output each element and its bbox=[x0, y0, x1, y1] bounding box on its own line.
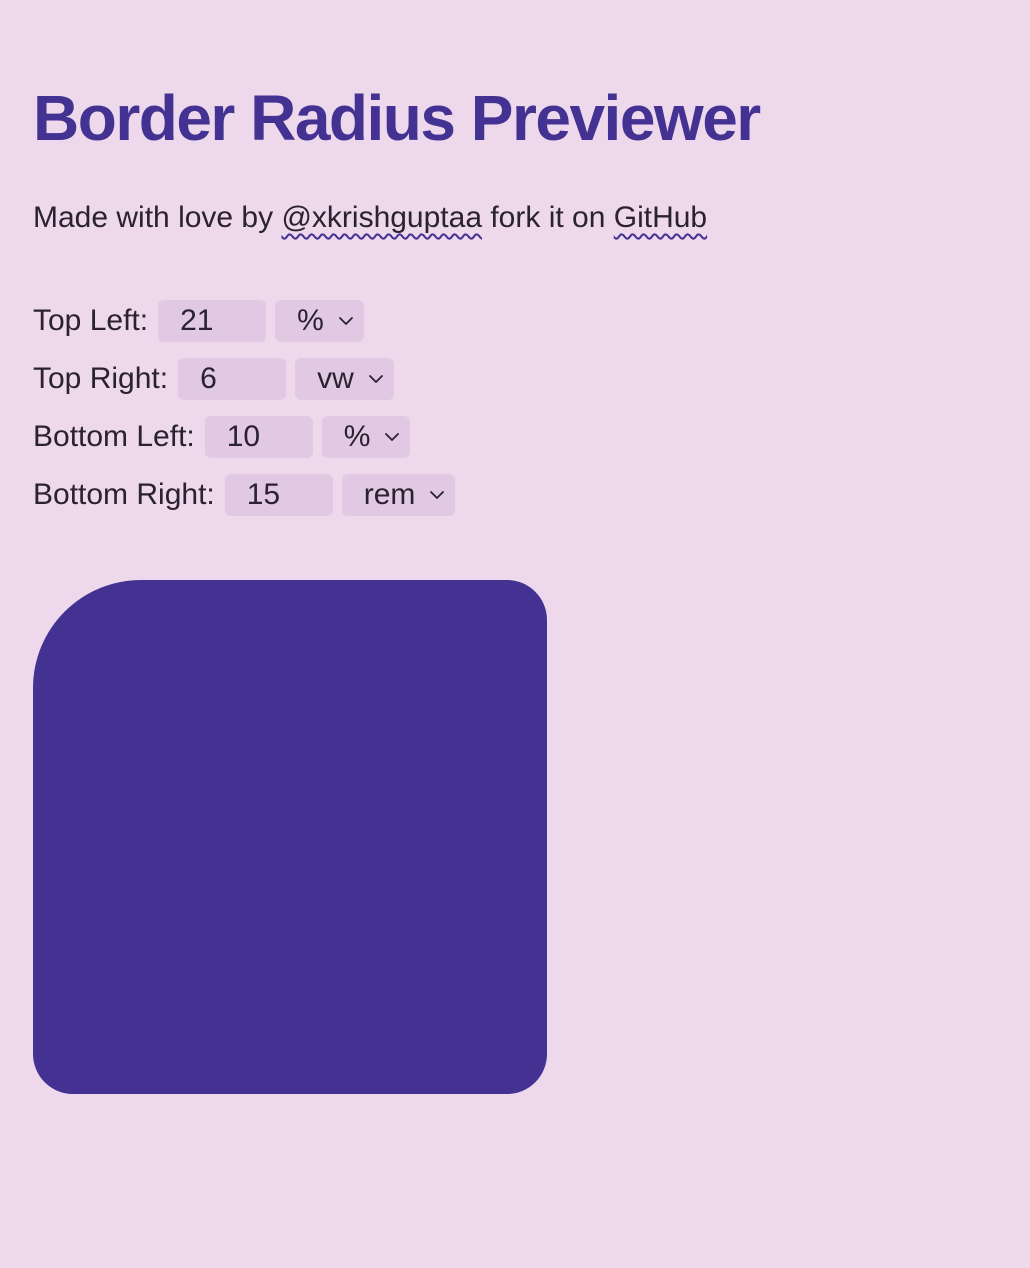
top-right-unit-select[interactable]: vw bbox=[295, 358, 394, 400]
tagline: Made with love by @xkrishguptaa fork it … bbox=[33, 198, 707, 238]
top-left-unit-select[interactable]: % bbox=[275, 300, 364, 342]
tagline-prefix: Made with love by bbox=[33, 201, 282, 234]
top-left-label: Top Left: bbox=[33, 304, 149, 337]
preview-box bbox=[33, 580, 547, 1094]
bottom-right-unit-select[interactable]: rem bbox=[341, 474, 456, 516]
bottom-right-unit-value: rem bbox=[363, 478, 416, 511]
radius-controls: Top Left: % Top Right: vw Bottom Left: % bbox=[33, 300, 456, 532]
control-top-left: Top Left: % bbox=[33, 300, 455, 342]
bottom-left-label: Bottom Left: bbox=[33, 420, 195, 453]
top-left-value-input[interactable] bbox=[158, 300, 267, 342]
top-right-unit-value: vw bbox=[317, 362, 354, 395]
top-left-unit-value: % bbox=[297, 304, 324, 337]
bottom-right-label: Bottom Right: bbox=[33, 478, 215, 511]
control-top-right: Top Right: vw bbox=[33, 358, 455, 400]
chevron-down-icon bbox=[338, 317, 353, 325]
tagline-middle: fork it on bbox=[482, 201, 614, 234]
bottom-left-value-input[interactable] bbox=[204, 416, 313, 458]
github-link[interactable]: GitHub bbox=[613, 201, 708, 234]
author-link[interactable]: @xkrishguptaa bbox=[281, 201, 483, 234]
chevron-down-icon bbox=[368, 375, 383, 383]
bottom-left-unit-value: % bbox=[343, 420, 371, 453]
chevron-down-icon bbox=[385, 433, 400, 441]
control-bottom-right: Bottom Right: rem bbox=[33, 474, 456, 516]
chevron-down-icon bbox=[430, 491, 445, 499]
control-bottom-left: Bottom Left: % bbox=[33, 416, 455, 458]
top-right-label: Top Right: bbox=[33, 362, 169, 395]
bottom-left-unit-select[interactable]: % bbox=[321, 416, 411, 458]
top-right-value-input[interactable] bbox=[178, 358, 287, 400]
bottom-right-value-input[interactable] bbox=[224, 474, 333, 516]
page-title: Border Radius Previewer bbox=[33, 82, 761, 154]
